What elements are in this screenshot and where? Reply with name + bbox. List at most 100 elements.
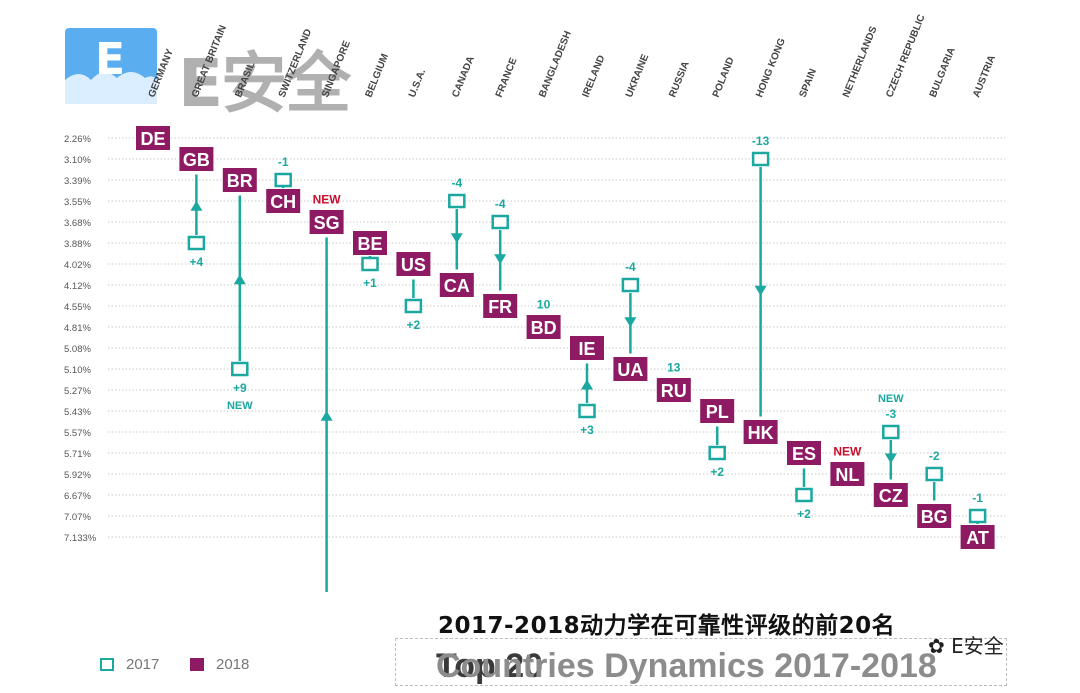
legend-swatch-outline-icon <box>100 658 114 671</box>
country-label: NETHERLANDS <box>841 25 880 99</box>
change-label: +3 <box>580 423 594 437</box>
watermark-text: E安全 <box>951 634 1004 658</box>
y-tick-label: 4.12% <box>64 281 91 292</box>
chart-title-dark: Top 20 <box>436 647 544 685</box>
y-tick-label: 7.133% <box>64 533 97 544</box>
marker-2017 <box>231 361 249 377</box>
marker-2018 <box>699 398 736 424</box>
arrow-head-icon <box>624 317 637 328</box>
svg-text:E: E <box>95 34 125 85</box>
change-label: -1 <box>278 155 289 169</box>
country-code: DE <box>140 129 165 149</box>
legend-item-2017: 2017 <box>100 656 159 673</box>
marker-2017 <box>448 193 466 209</box>
y-tick-label: 5.08% <box>64 344 91 355</box>
country-code: AT <box>966 528 989 548</box>
country-code: ES <box>792 444 816 464</box>
marker-2018 <box>916 503 953 529</box>
country-label: RUSSIA <box>667 60 691 99</box>
change-label: 10 <box>537 298 551 312</box>
marker-2018 <box>395 251 432 277</box>
country-code: PL <box>706 402 729 422</box>
y-tick-label: 7.07% <box>64 512 91 523</box>
marker-2018 <box>308 209 345 235</box>
y-tick-label: 5.92% <box>64 470 91 481</box>
arrow-head-icon <box>581 379 593 390</box>
change-label: -4 <box>625 260 636 274</box>
marker-2017 <box>361 256 379 272</box>
country-code: UA <box>617 360 643 380</box>
marker-2018 <box>352 230 388 256</box>
y-tick-label: 4.55% <box>64 302 91 313</box>
change-label: +4 <box>190 255 204 269</box>
country-label: SINGAPORE <box>320 39 353 99</box>
legend-label: 2018 <box>216 656 250 673</box>
y-tick-label: 3.55% <box>64 197 91 208</box>
marker-2017 <box>708 445 726 461</box>
y-tick-label: 6.67% <box>64 491 91 502</box>
marker-2017 <box>968 508 987 524</box>
marker-2018 <box>829 461 866 487</box>
country-label: BRASIL <box>233 60 257 99</box>
logo-text: E安全 <box>178 45 351 122</box>
arrow-head-icon <box>233 274 246 285</box>
arrow-head-icon <box>190 200 203 211</box>
country-code: BR <box>227 171 253 191</box>
y-tick-label: 4.02% <box>64 260 91 271</box>
marker-2018 <box>525 314 562 340</box>
country-label: IRELAND <box>581 54 608 99</box>
marker-2018 <box>872 482 909 508</box>
country-label: CANADA <box>450 55 476 99</box>
country-label: SWITZERLAND <box>277 28 314 100</box>
new-label: NEW <box>313 193 342 207</box>
country-label: POLAND <box>711 56 737 99</box>
marker-2018 <box>135 125 171 151</box>
arrow-head-icon <box>494 254 507 265</box>
country-label: HONG KONG <box>754 37 788 100</box>
country-label: U.S.A. <box>407 67 428 99</box>
legend-swatch-filled-icon <box>190 658 204 671</box>
marker-2017 <box>621 277 640 293</box>
chart-subtitle: 2017-2018动力学在可靠性评级的前20名 <box>438 613 896 639</box>
country-code: US <box>401 255 426 275</box>
y-tick-label: 3.10% <box>64 155 91 166</box>
change-label: -4 <box>495 197 506 211</box>
new-label: NEW <box>878 393 904 405</box>
country-code: IE <box>578 339 595 359</box>
arrow-head-icon <box>884 453 897 464</box>
marker-2018 <box>742 419 779 445</box>
country-code: SG <box>314 213 340 233</box>
country-label: BULGARIA <box>928 46 958 99</box>
country-code: CH <box>270 192 296 212</box>
legend-label: 2017 <box>126 656 160 673</box>
change-label: +2 <box>797 507 811 521</box>
arrow-head-icon <box>450 233 463 244</box>
country-code: NL <box>835 465 859 485</box>
country-code: GB <box>183 150 210 170</box>
change-label: +1 <box>363 276 377 290</box>
country-label: UKRAINE <box>624 52 651 99</box>
chart-title-light: Countries Dynamics 2017-2018 <box>436 647 937 685</box>
marker-2017 <box>882 424 900 440</box>
change-label: +9 <box>233 381 247 395</box>
marker-2018 <box>959 524 996 550</box>
marker-2018 <box>612 356 649 382</box>
marker-2017 <box>404 298 423 314</box>
y-tick-label: 5.10% <box>64 365 91 376</box>
rank-chart: 2.26% 3.10% 3.39% 3.55% 3.68% 3.88% 4.02% 4.12%… <box>64 13 1005 592</box>
country-code: RU <box>661 381 687 401</box>
marker-2017 <box>751 151 770 167</box>
marker-2017 <box>491 214 509 230</box>
marker-2018 <box>221 167 258 193</box>
marker-2018 <box>178 146 215 172</box>
change-label: -4 <box>451 176 462 190</box>
legend-item-2018: 2018 <box>190 656 249 673</box>
marker-2018 <box>438 272 475 298</box>
marker-2017 <box>795 487 813 503</box>
logo-icon: E <box>65 28 157 104</box>
country-label: BELGIUM <box>364 52 391 99</box>
country-label: BANGLADESH <box>537 30 574 100</box>
marker-2017 <box>925 466 943 482</box>
change-label: 13 <box>667 361 681 375</box>
marker-2017 <box>274 172 292 188</box>
